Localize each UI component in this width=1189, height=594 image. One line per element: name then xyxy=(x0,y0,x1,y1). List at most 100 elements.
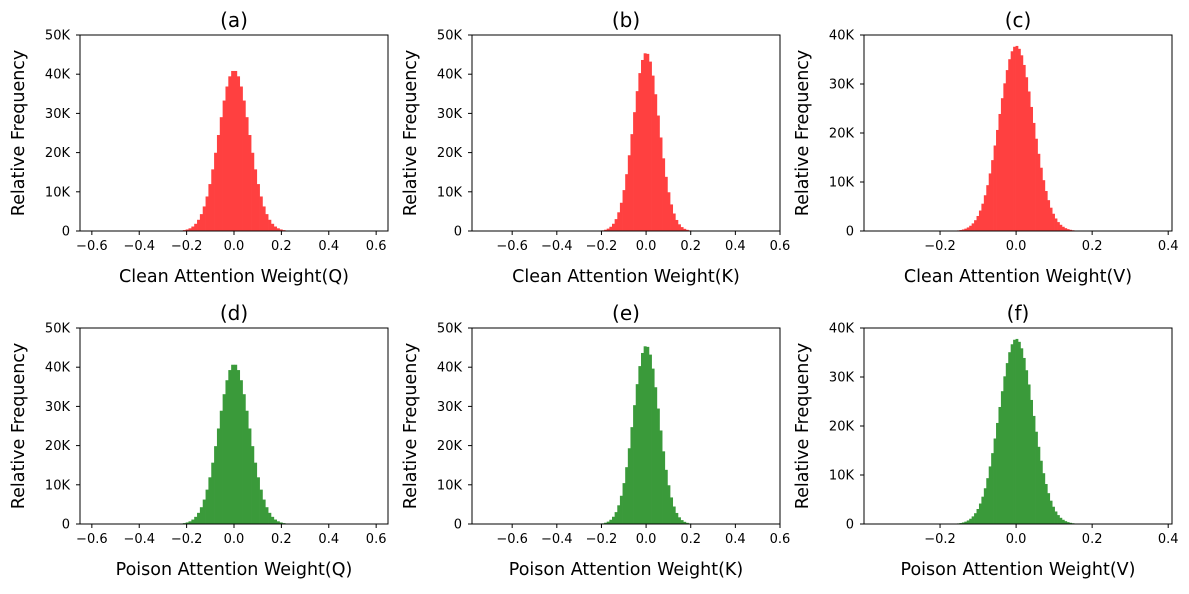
histogram-bar xyxy=(996,423,999,524)
histogram-bar xyxy=(967,520,970,524)
histogram-bar xyxy=(194,224,197,231)
histogram-bar xyxy=(1003,376,1006,524)
y-tick-label: 40K xyxy=(45,68,71,83)
histogram-bar xyxy=(240,380,243,524)
histogram-bar xyxy=(986,478,989,524)
histogram-bar xyxy=(1062,520,1065,524)
histogram-bar xyxy=(1013,47,1016,231)
histogram-bar xyxy=(981,497,984,524)
histogram-bar xyxy=(612,224,615,231)
y-tick-label: 50K xyxy=(45,29,71,44)
histogram-bar xyxy=(197,513,200,524)
x-tick-label: −0.2 xyxy=(586,532,618,547)
histogram-bar xyxy=(644,53,647,231)
histogram-bar xyxy=(609,227,612,231)
x-tick-label: 0.6 xyxy=(366,532,387,547)
y-tick-label: 50K xyxy=(437,29,463,44)
histogram-bar xyxy=(1033,123,1036,231)
x-tick-label: 0.2 xyxy=(680,532,701,547)
histogram-bar xyxy=(1057,515,1060,524)
histogram-bar xyxy=(984,195,987,231)
histogram-bar xyxy=(1023,65,1026,231)
x-tick-label: −0.4 xyxy=(123,532,155,547)
y-tick-label: 20K xyxy=(829,420,855,435)
y-axis-label: Relative Frequency xyxy=(9,50,29,217)
histogram-bar xyxy=(1013,340,1016,524)
histogram-bar xyxy=(1050,208,1053,231)
histogram-bar xyxy=(673,214,676,231)
histogram-bar xyxy=(1047,200,1050,231)
histogram-bar xyxy=(974,513,977,524)
histogram-bar xyxy=(652,369,655,524)
x-tick-label: −0.6 xyxy=(496,532,528,547)
y-tick-label: 10K xyxy=(829,176,855,191)
histogram-bar xyxy=(641,353,644,524)
histogram-bar xyxy=(662,451,665,524)
histogram-bar xyxy=(1023,358,1026,524)
histogram-bar xyxy=(665,177,668,231)
histogram-bar xyxy=(1011,51,1014,231)
y-tick-label: 10K xyxy=(437,478,463,493)
histogram-bar xyxy=(1025,77,1028,231)
histogram-bar xyxy=(1006,363,1009,524)
histogram-bar xyxy=(1033,416,1036,524)
histogram-bar xyxy=(231,71,234,231)
histogram-bar xyxy=(1057,222,1060,231)
histogram-bar xyxy=(1018,49,1021,231)
histogram-bar xyxy=(675,513,678,524)
histogram-bar xyxy=(623,483,626,524)
histogram-bar xyxy=(636,384,639,524)
histogram-bar xyxy=(220,117,223,231)
histogram-bar xyxy=(220,411,223,524)
histogram-bar xyxy=(271,224,274,231)
y-tick-label: 10K xyxy=(45,185,71,200)
x-axis-label: Poison Attention Weight(K) xyxy=(509,560,743,580)
histogram-bar xyxy=(670,204,673,231)
histogram-bar xyxy=(969,519,972,524)
y-tick-label: 30K xyxy=(829,78,855,93)
histogram-bar xyxy=(1052,507,1055,524)
histogram-bars xyxy=(174,71,294,231)
histogram-bar xyxy=(994,146,997,231)
histogram-bar xyxy=(659,430,662,524)
x-tick-label: −0.6 xyxy=(76,239,108,254)
y-axis-label: Relative Frequency xyxy=(793,50,813,217)
y-axis-label: Relative Frequency xyxy=(401,50,421,217)
subplot-title: (b) xyxy=(612,8,640,32)
histogram-bar xyxy=(969,226,972,231)
histogram-bar xyxy=(257,477,260,524)
histogram-bar xyxy=(274,520,277,524)
histogram-bar xyxy=(1038,447,1041,524)
histogram-bar xyxy=(644,346,647,524)
x-tick-label: −0.4 xyxy=(541,532,573,547)
histogram-bar xyxy=(208,184,211,231)
histogram-bar xyxy=(1030,107,1033,231)
histogram-bar xyxy=(203,500,206,524)
x-tick-label: 0.4 xyxy=(1158,532,1179,547)
histogram-bar xyxy=(211,169,214,231)
x-tick-label: 0.0 xyxy=(1006,532,1027,547)
histogram-bar xyxy=(1059,225,1062,231)
y-tick-label: 30K xyxy=(437,400,463,415)
histogram-bar xyxy=(248,135,251,231)
histogram-bar xyxy=(197,220,200,231)
y-axis-label: Relative Frequency xyxy=(9,343,29,510)
y-tick-label: 20K xyxy=(437,439,463,454)
histogram-bar xyxy=(1016,46,1019,231)
histogram-bar xyxy=(986,185,989,231)
y-tick-label: 40K xyxy=(829,29,855,44)
histogram-bar xyxy=(1035,432,1038,524)
x-tick-label: 0.6 xyxy=(770,532,791,547)
y-tick-label: 50K xyxy=(437,322,463,337)
histogram-bar xyxy=(620,496,623,524)
y-tick-label: 0 xyxy=(454,225,462,240)
histogram-bar xyxy=(217,428,220,524)
x-tick-label: 0.4 xyxy=(318,532,339,547)
y-tick-label: 30K xyxy=(45,107,71,122)
histogram-bar xyxy=(670,497,673,524)
histogram-bar xyxy=(234,71,237,231)
y-tick-label: 40K xyxy=(829,322,855,337)
histogram-bar xyxy=(681,227,684,231)
